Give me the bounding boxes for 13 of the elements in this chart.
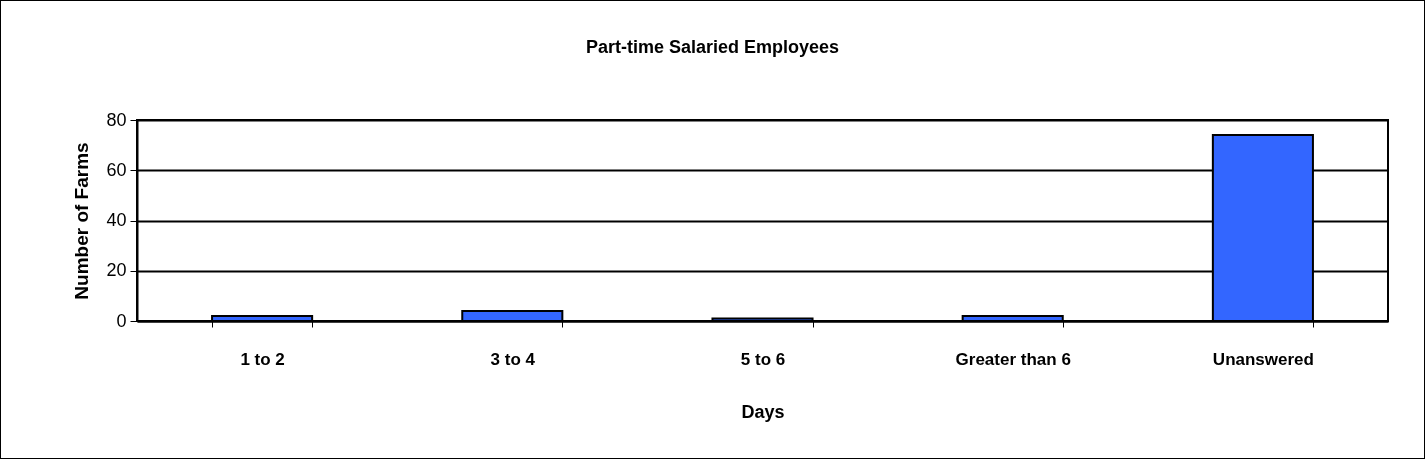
y-tick-label: 60: [106, 159, 127, 180]
chart-title: Part-time Salaried Employees: [585, 37, 840, 57]
y-axis-title: Number of Farms: [71, 142, 93, 300]
x-tick-label: Unanswered: [1212, 349, 1314, 369]
x-tick-label: 5 to 6: [740, 349, 786, 369]
y-tick-label: 0: [116, 310, 127, 331]
y-tick-label: 80: [106, 109, 127, 130]
x-tick-label: Greater than 6: [955, 349, 1071, 369]
y-tick-label: 20: [106, 260, 127, 281]
x-tick-label: 1 to 2: [240, 349, 285, 369]
x-tick-label: 3 to 4: [490, 349, 536, 369]
x-axis-title: Days: [741, 401, 785, 422]
y-tick-label: 40: [106, 210, 127, 230]
